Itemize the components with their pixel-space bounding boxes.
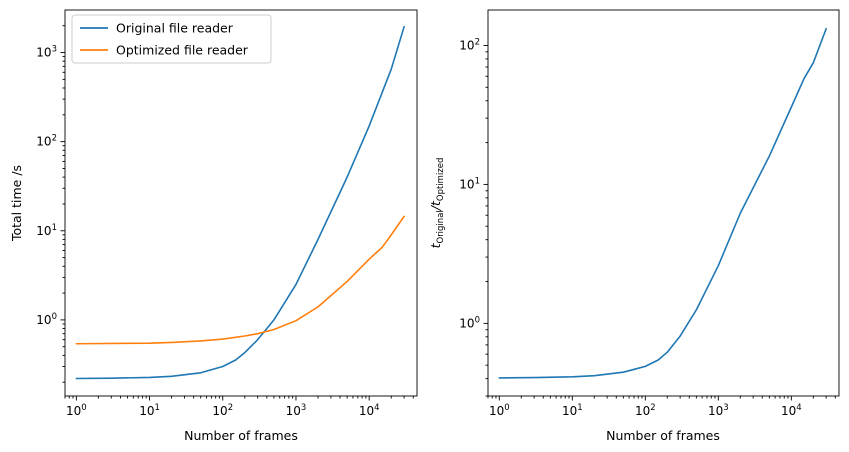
x-tick-label: 104: [359, 403, 380, 418]
ticks-left: 100 101 102 103 104 100 101 102 103: [36, 25, 414, 418]
series-line-original-file-reader: [75, 25, 405, 380]
y-tick-label: 101: [459, 176, 480, 191]
x-tick-label: 100: [66, 403, 87, 418]
y-label-sub-optimized: Optimized: [436, 158, 446, 202]
y-label-sub-original: Original: [436, 210, 446, 243]
y-axis-label-left: Total time /s: [9, 165, 24, 242]
x-axis-label-right: Number of frames: [606, 428, 720, 443]
legend: Original file reader Optimized file read…: [71, 14, 272, 64]
y-label-t1: t: [428, 242, 443, 248]
series-line-ratio: [498, 27, 827, 379]
x-tick-label: 102: [212, 403, 233, 418]
y-tick-label: 103: [36, 45, 57, 60]
legend-box: [71, 14, 272, 64]
legend-label-optimized: Optimized file reader: [116, 43, 249, 58]
legend-label-original: Original file reader: [116, 21, 234, 36]
y-tick-label: 100: [36, 312, 57, 327]
ratio-panel: 100 101 102 103 104 100 101 102 Number of frame…: [428, 9, 840, 443]
x-tick-label: 101: [139, 403, 160, 418]
axes-frame-right: [487, 9, 840, 397]
x-tick-label: 104: [781, 403, 802, 418]
plot-area-left: [75, 25, 405, 380]
x-tick-label: 103: [286, 403, 307, 418]
ticks-right: 100 101 102 103 104 100 101 102: [459, 37, 836, 418]
x-tick-label: 103: [708, 403, 729, 418]
x-tick-label: 101: [562, 403, 583, 418]
total-time-panel: 100 101 102 103 104 100 101 102 103 Number of fr…: [9, 9, 418, 443]
y-tick-label: 100: [459, 315, 480, 330]
axes-frame-left: [64, 9, 418, 397]
y-tick-label: 102: [36, 134, 57, 149]
plot-area-right: [498, 27, 827, 379]
x-tick-label: 102: [635, 403, 656, 418]
y-tick-label: 102: [459, 37, 480, 52]
x-tick-label: 100: [489, 403, 510, 418]
series-line-optimized-file-reader: [75, 215, 405, 345]
y-label-sep: /t: [428, 200, 443, 211]
x-axis-label-left: Number of frames: [184, 428, 298, 443]
y-axis-label-right: tOriginal/tOptimized: [428, 158, 446, 249]
y-tick-label: 101: [36, 223, 57, 238]
